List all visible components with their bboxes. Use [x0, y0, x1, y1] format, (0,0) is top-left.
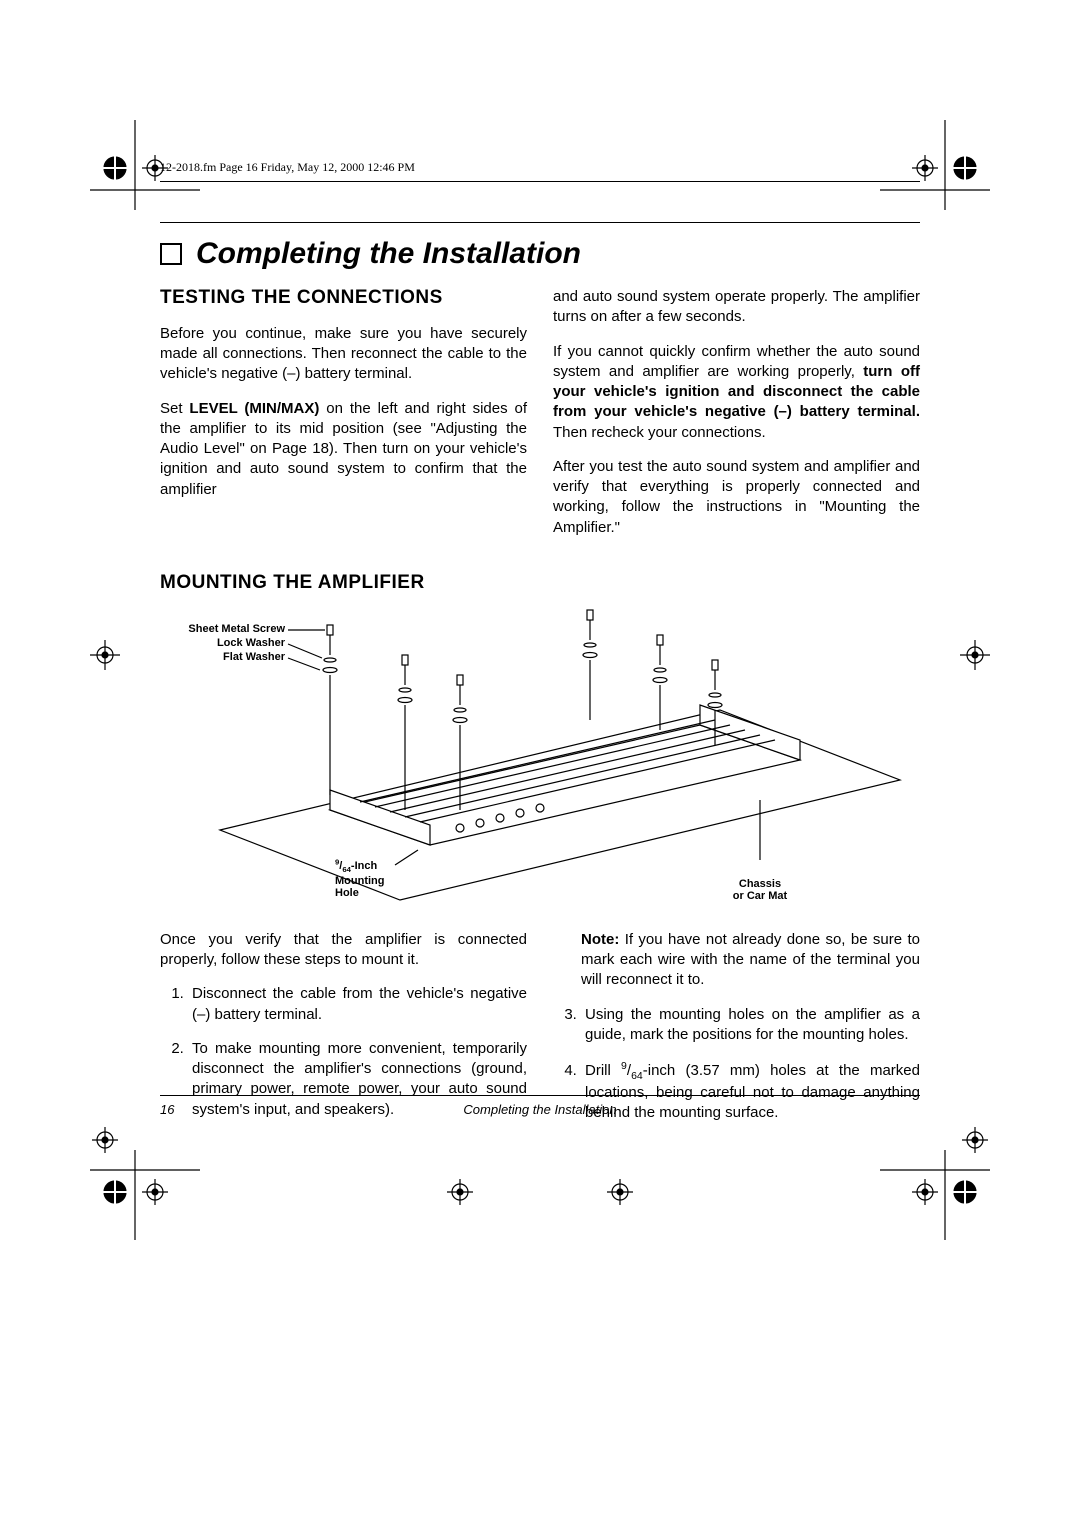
- section1-columns: TESTING THE CONNECTIONS Before you conti…: [160, 287, 920, 552]
- chapter-title: Completing the Installation: [196, 237, 581, 271]
- top-rule: [160, 222, 920, 223]
- section1-heading: TESTING THE CONNECTIONS: [160, 287, 527, 310]
- label-sheet-metal-screw: Sheet Metal Screw: [170, 623, 285, 635]
- section1-left-p2: Set LEVEL (MIN/MAX) on the left and righ…: [160, 399, 527, 500]
- label-lock-washer: Lock Washer: [170, 637, 285, 649]
- section1-right-col: and auto sound system operate properly. …: [553, 287, 920, 552]
- chapter-box-icon: [160, 243, 182, 265]
- page-footer: 16 Completing the Installation: [160, 1095, 920, 1117]
- section1-right-p3: After you test the auto sound system and…: [553, 457, 920, 538]
- footer-rule: [160, 1095, 920, 1096]
- step-3: Using the mounting holes on the amplifie…: [581, 1005, 920, 1046]
- step-1: Disconnect the cable from the vehicle's …: [188, 984, 527, 1025]
- label-flat-washer: Flat Washer: [170, 651, 285, 663]
- step2-note: Note: If you have not already done so, b…: [553, 930, 920, 991]
- mounting-diagram: Sheet Metal Screw Lock Washer Flat Washe…: [160, 600, 920, 920]
- chapter-heading: Completing the Installation: [160, 237, 920, 271]
- page-content: 12-2018.fm Page 16 Friday, May 12, 2000 …: [160, 160, 920, 1138]
- section2-left-intro: Once you verify that the amplifier is co…: [160, 930, 527, 971]
- running-header: 12-2018.fm Page 16 Friday, May 12, 2000 …: [160, 160, 920, 175]
- label-mounting-hole: 9/64-Inch Mounting Hole: [335, 858, 384, 899]
- section1-left-p1: Before you continue, make sure you have …: [160, 324, 527, 385]
- section1-right-p1: and auto sound system operate properly. …: [553, 287, 920, 328]
- section1-left-col: TESTING THE CONNECTIONS Before you conti…: [160, 287, 527, 552]
- page-number: 16: [160, 1102, 200, 1117]
- section2-heading: MOUNTING THE AMPLIFIER: [160, 572, 920, 594]
- section1-right-p2: If you cannot quickly confirm whether th…: [553, 342, 920, 443]
- label-chassis: Chassis or Car Mat: [715, 878, 805, 902]
- footer-title: Completing the Installation: [200, 1102, 880, 1117]
- header-rule: [160, 181, 920, 182]
